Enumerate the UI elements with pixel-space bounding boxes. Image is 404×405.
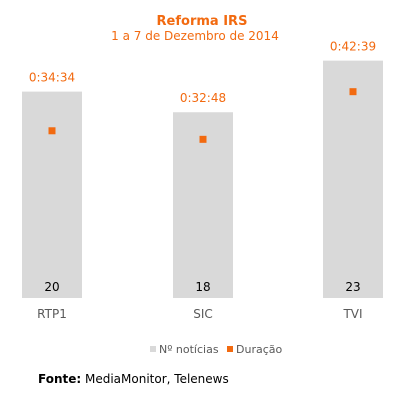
legend-swatch-duracao	[227, 346, 233, 352]
bar-tvi	[323, 60, 383, 298]
legend-swatch-noticias	[150, 346, 156, 352]
bar-rtp1	[22, 91, 82, 298]
source-note: Fonte: MediaMonitor, Telenews	[38, 372, 229, 386]
duration-label-rtp1: 0:34:34	[29, 71, 75, 85]
category-label-sic: SIC	[193, 307, 213, 321]
count-label-sic: 18	[195, 280, 210, 294]
count-label-rtp1: 20	[44, 280, 59, 294]
labels-layer: 0:34:34 20 RTP1 0:32:48 18 SIC 0:42:39 23 TVI	[29, 40, 376, 321]
duration-point-rtp1	[48, 127, 56, 135]
duration-label-tvi: 0:42:39	[330, 40, 376, 54]
legend-label-noticias: Nº notícias	[159, 343, 219, 356]
duration-point-sic	[199, 135, 207, 143]
legend: Nº notícias Duração	[150, 343, 282, 356]
chart-subtitle: 1 a 7 de Dezembro de 2014	[111, 29, 279, 43]
bar-sic	[173, 112, 233, 299]
category-label-rtp1: RTP1	[37, 307, 67, 321]
source-text: MediaMonitor, Telenews	[81, 372, 229, 386]
duration-label-sic: 0:32:48	[180, 91, 226, 105]
source-label: Fonte:	[38, 372, 82, 386]
bars-layer	[22, 60, 383, 299]
duration-point-tvi	[349, 88, 357, 96]
count-label-tvi: 23	[345, 280, 360, 294]
chart-title: Reforma IRS	[157, 14, 248, 29]
legend-label-duracao: Duração	[236, 343, 282, 356]
category-label-tvi: TVI	[342, 307, 362, 321]
